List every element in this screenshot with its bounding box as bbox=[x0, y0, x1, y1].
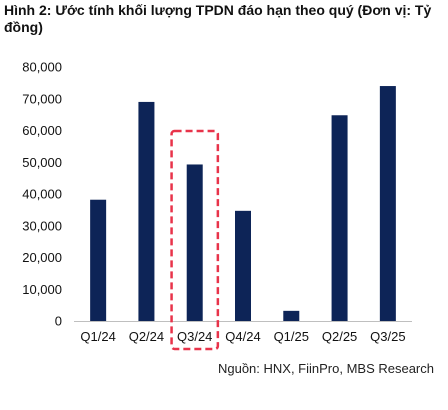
y-tick-label: 20,000 bbox=[22, 250, 62, 265]
bars bbox=[90, 86, 396, 321]
y-tick-label: 60,000 bbox=[22, 123, 62, 138]
bar-q1-24 bbox=[90, 199, 107, 321]
x-tick-label: Q3/24 bbox=[177, 329, 212, 344]
x-tick-label: Q4/24 bbox=[225, 329, 260, 344]
x-tick-label: Q2/24 bbox=[129, 329, 164, 344]
y-tick-label: 30,000 bbox=[22, 218, 62, 233]
x-tick-label: Q3/25 bbox=[370, 329, 405, 344]
bar-q2-25 bbox=[331, 115, 348, 321]
source-note: Nguồn: HNX, FiinPro, MBS Research bbox=[217, 361, 434, 376]
highlight-box bbox=[170, 129, 220, 351]
x-tick-label: Q2/25 bbox=[322, 329, 357, 344]
y-axis: 0 10,000 20,000 30,000 40,000 50,000 60,000 70,… bbox=[22, 60, 62, 329]
chart-title: Hình 2: Ước tính khối lượng TPDN đáo hạn… bbox=[4, 2, 432, 35]
bar-q2-24 bbox=[138, 101, 155, 321]
y-tick-label: 40,000 bbox=[22, 187, 62, 202]
highlight-box-q3-24 bbox=[170, 129, 220, 351]
y-tick-label: 70,000 bbox=[22, 91, 62, 106]
y-tick-label: 0 bbox=[55, 314, 62, 329]
y-tick-label: 10,000 bbox=[22, 282, 62, 297]
y-tick-label: 80,000 bbox=[22, 60, 62, 75]
bar-q3-25 bbox=[379, 86, 396, 321]
x-tick-label: Q1/25 bbox=[274, 329, 309, 344]
x-axis: Q1/24 Q2/24 Q3/24 Q4/24 Q1/25 Q2/25 Q3/25 bbox=[74, 321, 412, 344]
x-tick-label: Q1/24 bbox=[80, 329, 115, 344]
bar-q1-25 bbox=[283, 310, 300, 321]
bar-q4-24 bbox=[235, 210, 251, 321]
bar-q3-24 bbox=[186, 164, 203, 321]
y-tick-label: 50,000 bbox=[22, 155, 62, 170]
